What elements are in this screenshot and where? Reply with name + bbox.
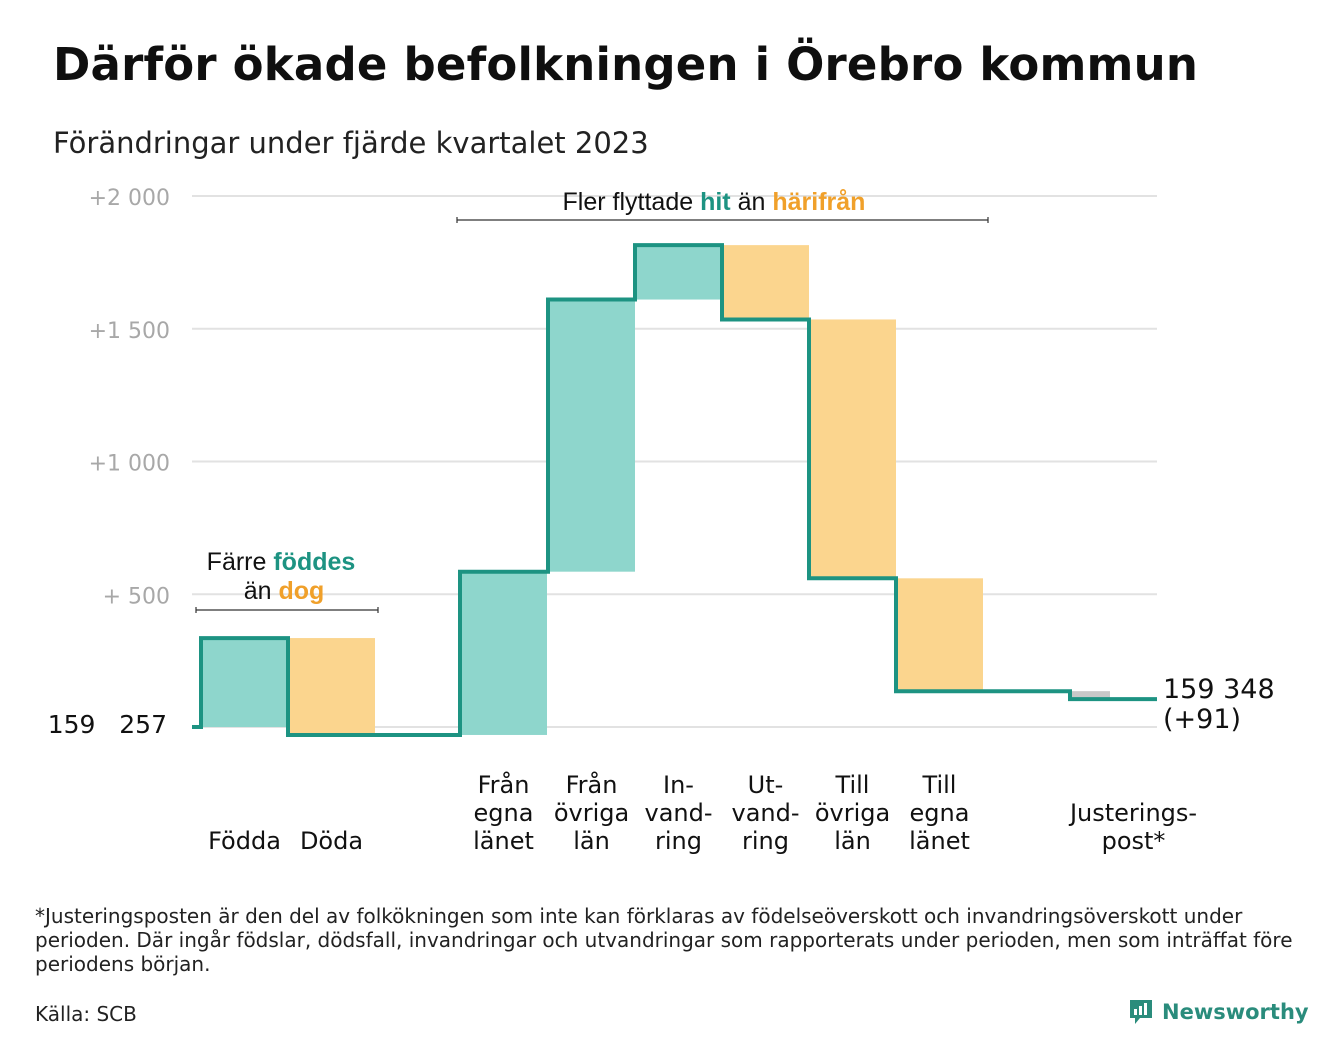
footnote: *Justeringsposten är den del av folkökni…	[35, 904, 1293, 976]
natural-bracket	[195, 607, 379, 613]
x-category-label: vand-	[644, 799, 712, 827]
annot-prefix-2: Fler flyttade	[563, 188, 694, 216]
bar-1	[201, 638, 288, 727]
brand-name: Newsworthy	[1162, 1000, 1309, 1024]
x-category-label: Till	[922, 771, 957, 799]
bar-4	[548, 299, 635, 572]
x-category-label: län	[573, 827, 610, 855]
brand[interactable]: Newsworthy	[1128, 998, 1309, 1026]
x-category-label: län	[834, 827, 871, 855]
migration-bracket	[456, 217, 989, 223]
svg-text:än dog: än dog	[244, 577, 325, 605]
x-category-label: vand-	[731, 799, 799, 827]
x-category-label: Justerings-	[1068, 799, 1197, 827]
x-category-label: övriga	[815, 799, 890, 827]
y-tick-label: +1 500	[89, 319, 170, 344]
svg-text:Färre föddes: Färre föddes	[207, 548, 356, 576]
x-category-label: post*	[1102, 827, 1166, 855]
x-category-label: In-	[663, 771, 694, 799]
annot-dog: dog	[278, 577, 324, 605]
annot-harifran: härifrån	[772, 188, 865, 216]
start-value-label: 159 257	[48, 710, 167, 739]
x-category-label: Från	[478, 770, 530, 799]
y-tick-label: + 500	[103, 584, 170, 609]
x-category-label: ring	[655, 827, 702, 855]
end-change-label: (+91)	[1163, 704, 1241, 735]
step-line	[192, 243, 1157, 737]
source-note: Källa: SCB	[35, 1002, 137, 1026]
y-tick-label: +1 000	[89, 452, 170, 477]
chart-subtitle: Förändringar under fjärde kvartalet 2023	[53, 126, 649, 160]
x-category-label: Döda	[300, 827, 363, 855]
x-category-label: länet	[473, 827, 534, 855]
bar-6	[722, 245, 809, 320]
x-category-label: Från	[566, 770, 618, 799]
x-category-label: länet	[909, 827, 970, 855]
bar-3	[460, 571, 547, 735]
bar-9	[1070, 691, 1110, 700]
natural-change-annotation: Färre föddes än dog	[195, 548, 379, 613]
x-category-label: Ut-	[748, 771, 784, 799]
x-category-label: ring	[742, 827, 789, 855]
bar-2	[288, 638, 375, 735]
cumulative-line	[192, 243, 1157, 737]
end-total-label: 159 348	[1163, 674, 1275, 705]
x-category-label: Födda	[208, 827, 281, 855]
bars	[201, 245, 1110, 735]
x-category-label: Till	[835, 771, 870, 799]
bar-7	[809, 319, 896, 579]
annot-fodda: föddes	[273, 548, 355, 576]
annot-prefix: Färre	[207, 548, 267, 576]
x-category-label: egna	[474, 799, 534, 827]
y-tick-label: +2 000	[89, 186, 170, 211]
bar-8	[896, 578, 983, 692]
annot-middle: än	[244, 577, 272, 605]
annot-hit: hit	[700, 188, 731, 216]
x-category-label: egna	[910, 799, 970, 827]
chart-title: Därför ökade befolkningen i Örebro kommu…	[53, 38, 1199, 91]
newsworthy-logo-icon	[1130, 1000, 1152, 1024]
x-category-label: övriga	[554, 799, 629, 827]
bar-5	[635, 245, 722, 300]
migration-annotation: Fler flyttade hit än härifrån	[456, 188, 989, 223]
svg-text:Fler flyttade hit: Fler flyttade hit än härifrån	[563, 188, 866, 216]
annot-middle-2: än	[738, 188, 766, 216]
